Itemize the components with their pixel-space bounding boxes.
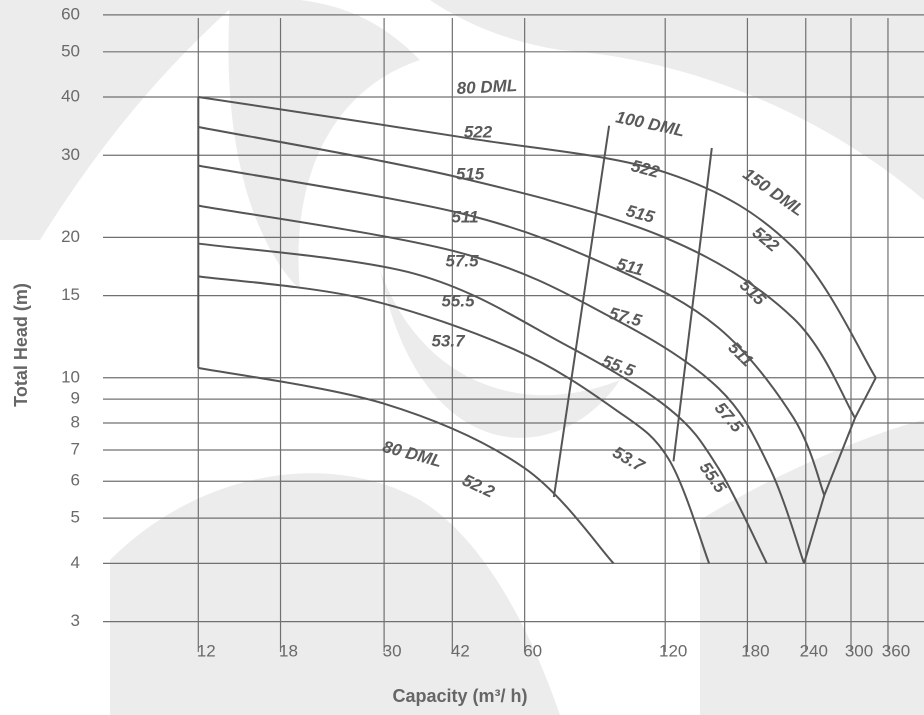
y-tick-label: 40 <box>61 86 80 105</box>
x-tick-label: 30 <box>383 641 402 660</box>
curve-label: 53.7 <box>609 443 648 477</box>
y-tick-label: 20 <box>61 227 80 246</box>
y-tick-label: 30 <box>61 145 80 164</box>
x-tick-label: 240 <box>800 641 828 660</box>
curve-label: 57.5 <box>607 304 644 331</box>
curve-label: 511 <box>615 254 646 279</box>
pump-curve <box>198 275 711 564</box>
curve-label: 511 <box>724 338 757 371</box>
curve-label: 80 DML <box>456 76 517 98</box>
pump-curve <box>198 204 805 564</box>
pump-curve <box>198 242 768 564</box>
pump-curve <box>198 125 856 419</box>
y-tick-label: 7 <box>71 439 80 458</box>
x-tick-label: 42 <box>451 641 470 660</box>
curve-label: 57.5 <box>711 399 747 437</box>
curve-label: 52.2 <box>459 470 498 501</box>
curve-label: 57.5 <box>445 251 479 270</box>
curve-label: 53.7 <box>431 331 466 350</box>
y-tick-label: 10 <box>61 367 80 386</box>
y-tick-label: 4 <box>71 553 80 572</box>
x-tick-label: 300 <box>845 641 873 660</box>
pump-curve <box>198 366 615 565</box>
x-tick-label: 180 <box>741 641 769 660</box>
pump-curve <box>198 164 826 496</box>
y-tick-label: 60 <box>61 4 80 23</box>
curve-label: 515 <box>456 164 485 183</box>
x-tick-label: 120 <box>659 641 687 660</box>
curve-label: 55.5 <box>696 458 731 496</box>
x-tick-label: 12 <box>197 641 216 660</box>
pump-curve <box>198 96 877 379</box>
y-tick-label: 3 <box>71 611 80 630</box>
curve-label: 55.5 <box>441 291 475 310</box>
curve-label: 522 <box>749 223 783 256</box>
x-tick-label: 60 <box>523 641 542 660</box>
curve-label: 522 <box>464 122 493 141</box>
model-boundary <box>672 147 713 462</box>
y-tick-label: 9 <box>71 389 80 408</box>
y-tick-label: 50 <box>61 41 80 60</box>
x-axis-label: Capacity (m³/ h) <box>392 686 527 706</box>
y-tick-label: 8 <box>71 412 80 431</box>
x-tick-label: 360 <box>882 641 910 660</box>
model-boundary <box>552 125 611 498</box>
envelope <box>803 377 877 564</box>
curve-label: 522 <box>629 156 662 182</box>
y-tick-label: 5 <box>71 508 80 527</box>
x-tick-label: 18 <box>279 641 298 660</box>
y-tick-label: 6 <box>71 471 80 490</box>
curve-label: 511 <box>451 207 478 226</box>
curve-label: 515 <box>736 276 770 310</box>
y-tick-label: 15 <box>61 285 80 304</box>
curve-label: 55.5 <box>600 351 638 380</box>
curve-label: 80 DML <box>381 437 444 471</box>
y-axis-label: Total Head (m) <box>11 283 31 407</box>
curve-label: 100 DML <box>614 107 686 140</box>
